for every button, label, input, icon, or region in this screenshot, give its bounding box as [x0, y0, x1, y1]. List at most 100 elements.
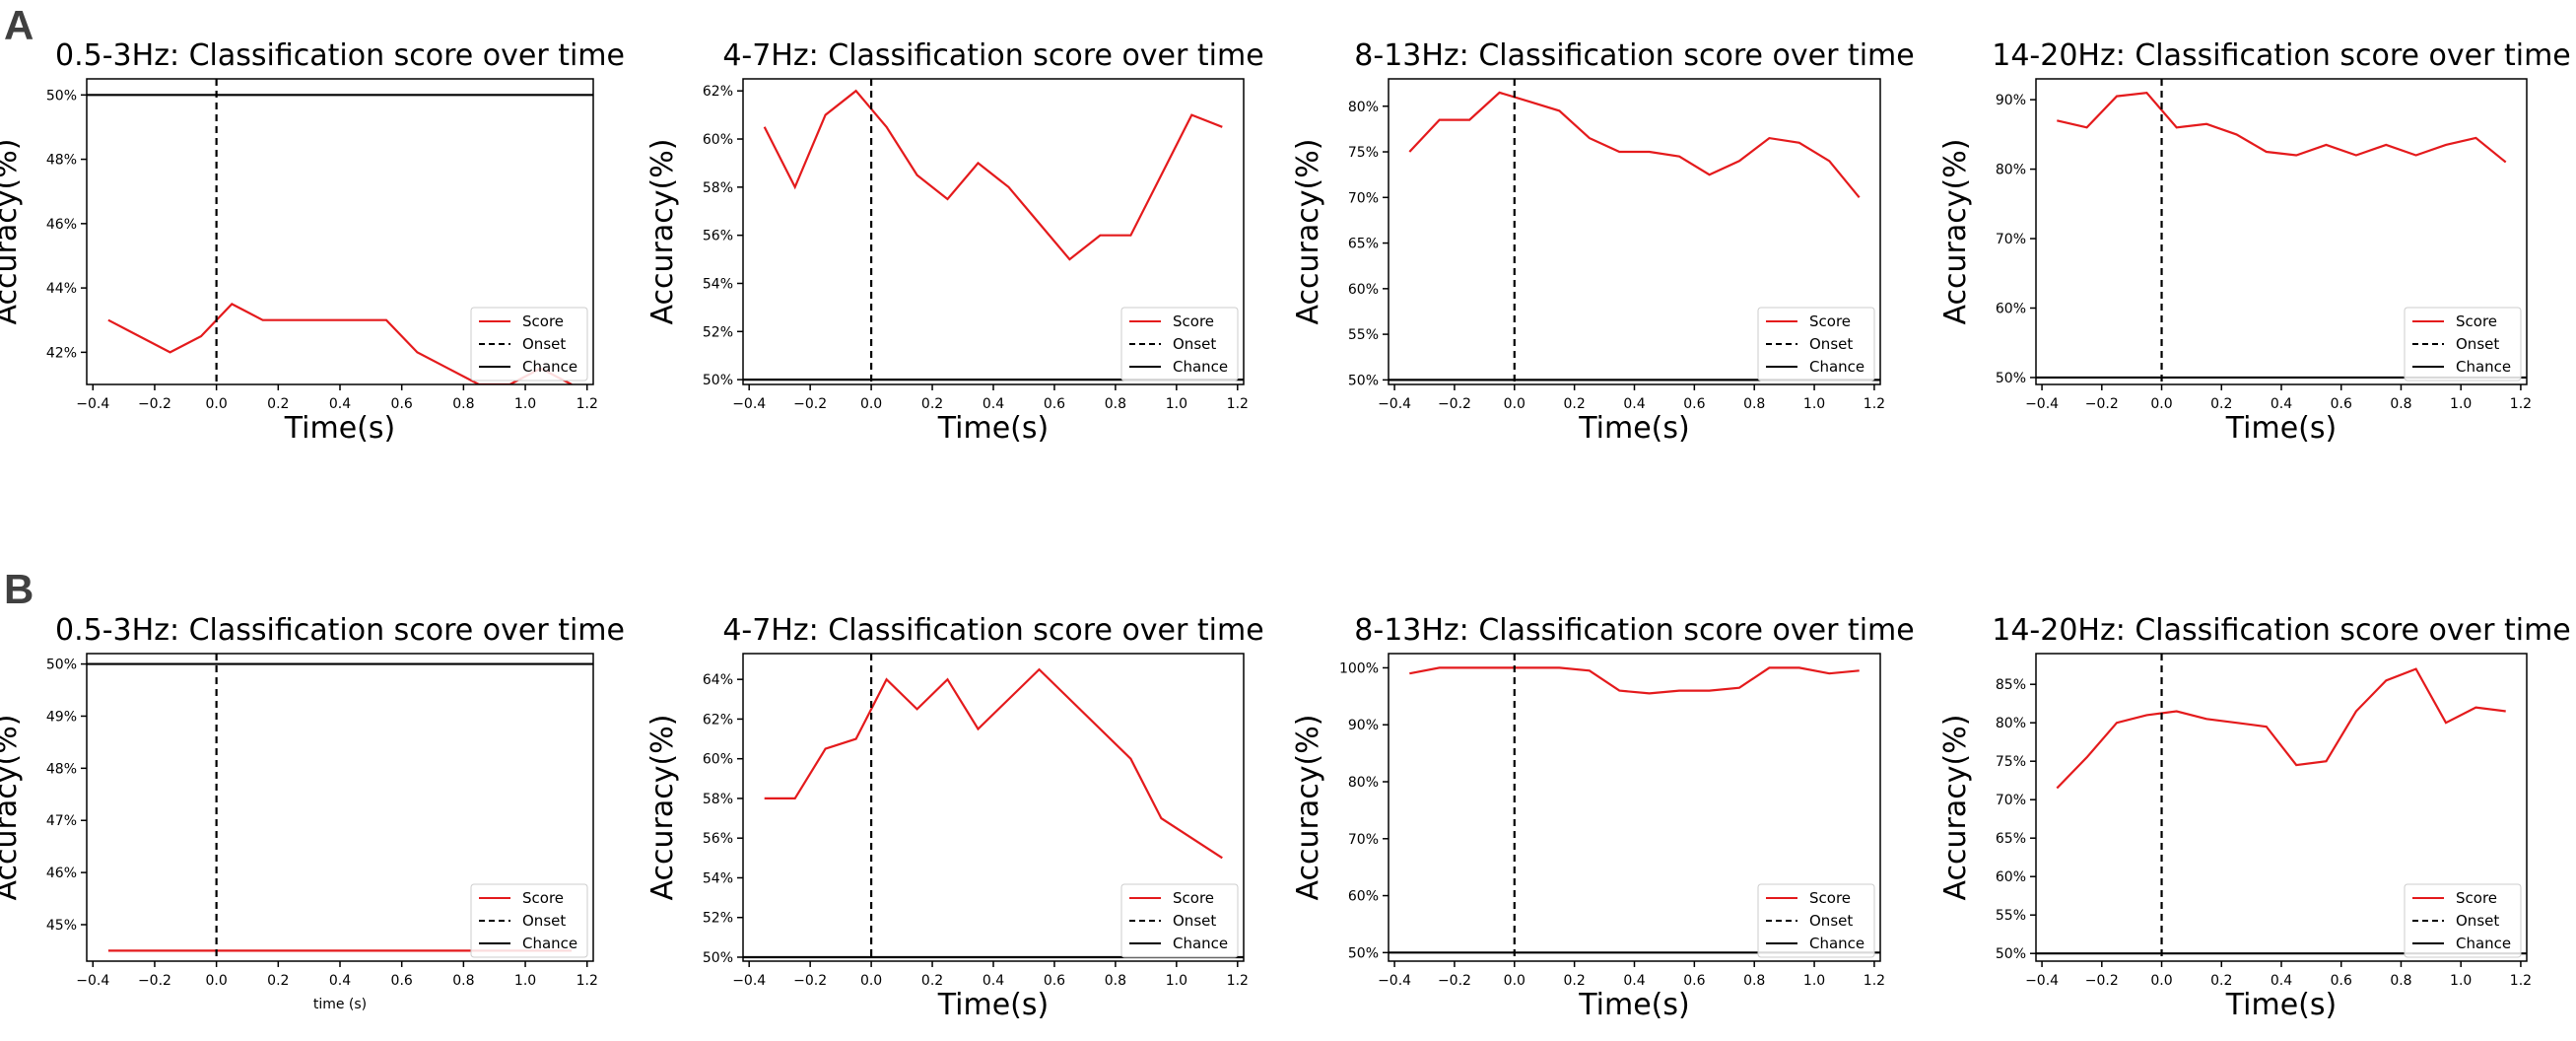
legend-box: [1757, 307, 1875, 382]
chart-title: 14-20Hz: Classification score over time: [1992, 38, 2571, 73]
y-tick-label: 50%: [1996, 946, 2026, 962]
legend-onset-label: Onset: [522, 335, 566, 353]
legend: Score Onset Chance: [1757, 883, 1875, 958]
y-tick-label: 60%: [1348, 282, 1379, 298]
axes-frame: [742, 653, 1245, 962]
score-series-line: [1409, 666, 1860, 695]
axes-frame: [86, 78, 594, 385]
score-series-line: [2056, 667, 2506, 790]
x-tick-label: 0.8: [1105, 973, 1126, 989]
chart-title: 4-7Hz: Classification score over time: [722, 613, 1263, 648]
legend-score-label: Score: [522, 889, 564, 907]
x-tick-label: 1.2: [1227, 396, 1249, 412]
legend-score-label: Score: [1173, 889, 1214, 907]
y-tick-label: 48%: [46, 153, 77, 169]
x-tick-label: −0.4: [1378, 396, 1411, 412]
legend-chance-label: Chance: [1809, 358, 1864, 376]
y-tick-label: 55%: [1996, 908, 2026, 924]
y-tick-label: 62%: [703, 712, 733, 728]
score-series-line: [1408, 91, 1861, 198]
axes-frame: [2035, 78, 2528, 385]
x-axis-label: Time(s): [284, 411, 395, 446]
score-series-line: [764, 667, 1223, 860]
y-tick-label: 52%: [703, 324, 733, 340]
y-tick-label: 54%: [703, 276, 733, 292]
chart-1: 0.5-3Hz: Classification score over time A…: [0, 38, 625, 446]
x-tick-label: 0.6: [2331, 973, 2352, 989]
x-tick-label: 1.0: [514, 396, 536, 412]
x-tick-label: 0.4: [2271, 973, 2292, 989]
y-tick-label: 60%: [1348, 889, 1379, 905]
legend-chance-label: Chance: [1809, 935, 1864, 952]
x-axis-label: Time(s): [1578, 988, 1689, 1022]
y-tick-label: 62%: [703, 84, 733, 100]
legend-score-label: Score: [2456, 889, 2497, 907]
legend-chance-label: Chance: [522, 935, 577, 952]
y-tick-label: 65%: [1348, 237, 1379, 252]
x-tick-label: −0.2: [2085, 396, 2119, 412]
y-axis-label: Accuracy(%): [0, 715, 24, 901]
chart-6: 4-7Hz: Classification score over time Acc…: [645, 613, 1264, 1022]
x-tick-label: 0.2: [267, 973, 289, 989]
legend-chance-label: Chance: [522, 358, 577, 376]
y-tick-label: 50%: [1348, 945, 1379, 961]
y-tick-label: 47%: [46, 813, 77, 829]
legend-box: [2404, 307, 2522, 382]
x-tick-label: 0.8: [1105, 396, 1126, 412]
legend-box: [1120, 883, 1239, 958]
x-tick-label: 0.8: [2390, 973, 2411, 989]
x-tick-label: −0.2: [2085, 973, 2119, 989]
x-tick-label: −0.2: [1438, 973, 1471, 989]
x-tick-label: 1.2: [1864, 396, 1885, 412]
legend: Score Onset Chance: [470, 883, 588, 958]
x-tick-label: 0.8: [452, 396, 474, 412]
x-tick-label: −0.4: [76, 973, 109, 989]
chart-2: 4-7Hz: Classification score over time Acc…: [645, 38, 1264, 446]
y-axis-label: Accuracy(%): [1291, 139, 1325, 325]
legend: Score Onset Chance: [2404, 883, 2522, 958]
y-axis-label: Accuracy(%): [645, 139, 680, 325]
x-tick-label: 1.2: [2510, 973, 2532, 989]
x-tick-label: 1.0: [1803, 973, 1825, 989]
legend-score-label: Score: [1809, 312, 1851, 330]
plot-area: [87, 79, 593, 384]
score-series-line: [763, 89, 1223, 261]
x-tick-label: 0.6: [1044, 396, 1065, 412]
x-axis-label: Time(s): [2225, 411, 2337, 446]
chart-title: 8-13Hz: Classification score over time: [1354, 38, 1914, 73]
x-tick-label: 0.4: [983, 973, 1004, 989]
y-tick-label: 46%: [46, 866, 77, 881]
y-tick-label: 60%: [1996, 302, 2026, 317]
y-tick-label: 70%: [1348, 832, 1379, 848]
x-tick-label: 0.0: [206, 973, 228, 989]
legend-score-label: Score: [1809, 889, 1851, 907]
x-tick-label: −0.2: [1438, 396, 1471, 412]
x-tick-label: 0.8: [2390, 396, 2411, 412]
x-tick-label: 1.2: [1227, 973, 1249, 989]
y-axis-label: Accuracy(%): [645, 715, 680, 901]
axes-frame: [1388, 78, 1881, 385]
y-tick-label: 42%: [46, 345, 77, 361]
x-tick-label: 1.2: [2510, 396, 2532, 412]
x-tick-label: 1.0: [1803, 396, 1825, 412]
x-axis-label: time (s): [313, 997, 367, 1012]
legend-box: [2404, 883, 2522, 958]
legend: Score Onset Chance: [2404, 307, 2522, 382]
x-tick-label: 0.2: [2210, 973, 2232, 989]
legend: Score Onset Chance: [470, 307, 588, 382]
legend-box: [1120, 307, 1239, 382]
y-tick-label: 50%: [46, 88, 77, 104]
x-tick-label: 0.6: [1044, 973, 1065, 989]
y-tick-label: 49%: [46, 709, 77, 725]
legend: Score Onset Chance: [1120, 883, 1239, 958]
chart-title: 8-13Hz: Classification score over time: [1354, 613, 1914, 648]
axes-frame: [2035, 653, 2528, 962]
chart-5: 0.5-3Hz: Classification score over time A…: [0, 613, 625, 1012]
x-tick-label: −0.2: [793, 396, 827, 412]
chart-3: 8-13Hz: Classification score over time Ac…: [1291, 38, 1915, 446]
y-tick-label: 80%: [1996, 163, 2026, 178]
x-tick-label: 0.0: [860, 973, 882, 989]
legend: Score Onset Chance: [1757, 307, 1875, 382]
x-axis-label: Time(s): [937, 411, 1049, 446]
